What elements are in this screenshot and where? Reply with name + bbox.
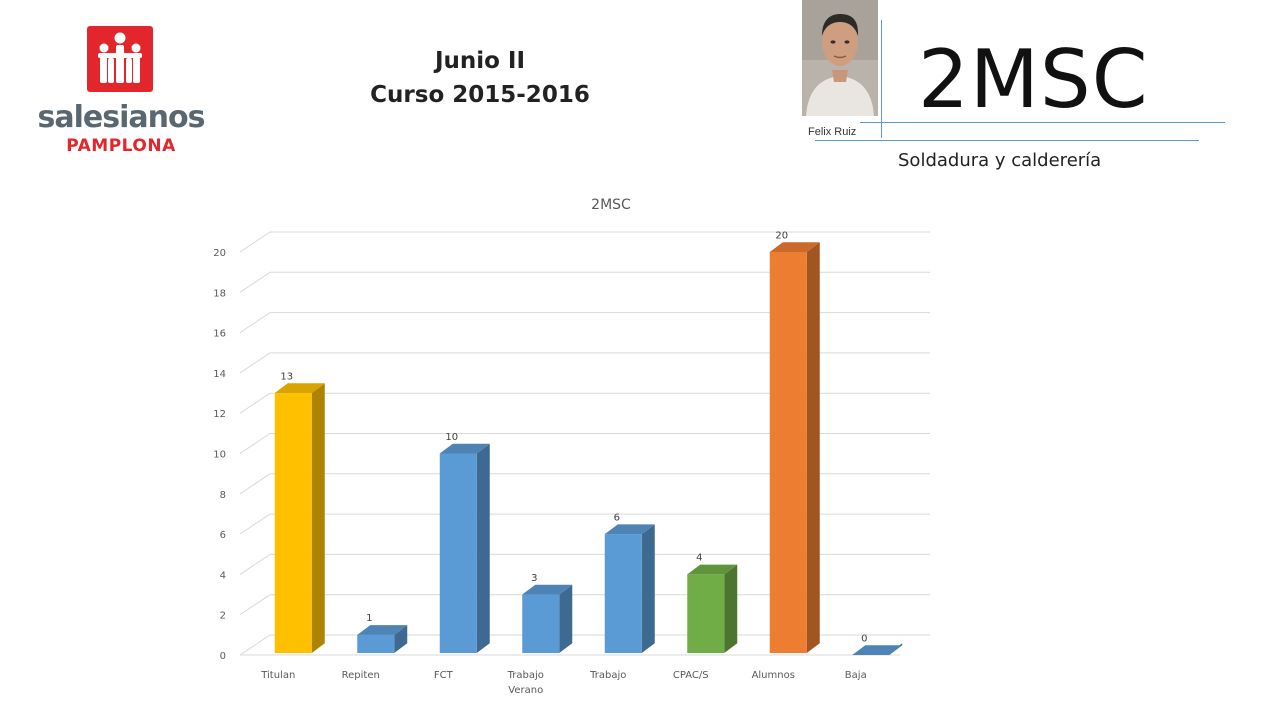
y-tick-label: 8 (220, 490, 226, 501)
x-tick-label: FCT (434, 670, 454, 681)
divider-vertical (881, 20, 882, 138)
bar-side (311, 383, 325, 653)
data-label: 6 (614, 512, 620, 523)
teacher-photo (802, 0, 878, 116)
logo-wordmark: salesianos (37, 100, 206, 135)
y-tick-label: 18 (213, 288, 226, 299)
bar-top (439, 443, 490, 454)
gridline-depth (239, 392, 271, 414)
y-tick-label: 0 (220, 651, 226, 662)
page-heading: Junio II Curso 2015-2016 (330, 44, 630, 112)
gridline-depth (239, 231, 271, 253)
gridline-depth (239, 513, 271, 535)
group-subject: Soldadura y calderería (898, 150, 1102, 171)
bar-side (559, 584, 573, 653)
bar-top (852, 645, 903, 655)
gridline-depth (239, 634, 271, 656)
data-label: 10 (445, 432, 458, 443)
salesianos-logo: salesianos PAMPLONA (36, 26, 206, 158)
bar-side (394, 625, 408, 653)
logo-city: PAMPLONA (66, 136, 176, 156)
chart-title: 2MSC (591, 197, 631, 213)
y-tick-label: 20 (213, 248, 226, 259)
gridline-depth (239, 433, 271, 454)
y-tick-label: 12 (213, 409, 226, 420)
bar-top (769, 242, 820, 252)
bar-top (604, 524, 655, 535)
bar-side (476, 443, 490, 653)
heading-course: Curso 2015-2016 (370, 82, 590, 108)
bar (522, 594, 560, 653)
y-tick-label: 14 (213, 369, 226, 380)
data-label: 0 (861, 633, 867, 644)
bar-side (641, 524, 655, 653)
data-label: 3 (531, 573, 537, 584)
x-tick-label: Alumnos (752, 670, 795, 681)
y-tick-label: 2 (220, 611, 226, 622)
x-tick-label: CPAC/S (673, 670, 709, 681)
y-tick-label: 16 (213, 329, 226, 340)
x-tick-label: Repiten (342, 670, 380, 681)
data-label: 4 (696, 553, 702, 564)
y-tick-label: 6 (220, 530, 226, 541)
bar (274, 393, 312, 653)
gridline-depth (239, 594, 271, 616)
data-label: 20 (775, 230, 788, 241)
bar-top (357, 625, 408, 635)
group-code: 2MSC (918, 33, 1149, 126)
bar-top (687, 564, 738, 575)
divider-horizontal-top (860, 122, 1225, 123)
x-tick-label: Baja (845, 670, 867, 681)
gridline-depth (239, 271, 271, 293)
data-label: 1 (366, 613, 372, 624)
bar-side (806, 242, 820, 653)
divider-horizontal-bottom (815, 140, 1199, 141)
y-tick-label: 10 (213, 450, 226, 461)
bar-side (724, 564, 738, 653)
logo-emblem-icon (87, 26, 153, 92)
gridline-depth (239, 553, 271, 575)
teacher-name: Felix Ruiz (808, 126, 857, 138)
data-label: 13 (280, 371, 293, 382)
bar (439, 453, 477, 653)
bar-top (274, 383, 325, 394)
bar-top (522, 584, 573, 595)
x-tick-label: Trabajo Verano (507, 670, 544, 696)
y-tick-label: 4 (220, 570, 226, 581)
x-tick-label: Trabajo (589, 670, 626, 681)
gridline-depth (239, 312, 271, 334)
gridline-depth (239, 352, 271, 374)
bar (357, 634, 395, 653)
bar (769, 252, 807, 653)
bar-chart: 0 2 4 6 8 10 12 14 16 18 20 13 Titulan 1 Repiten 10 FCT… (213, 197, 930, 696)
gridline-depth (239, 473, 271, 495)
bar (604, 534, 642, 653)
bar (687, 574, 725, 653)
x-tick-label: Titulan (260, 670, 295, 681)
heading-period: Junio II (434, 48, 526, 74)
